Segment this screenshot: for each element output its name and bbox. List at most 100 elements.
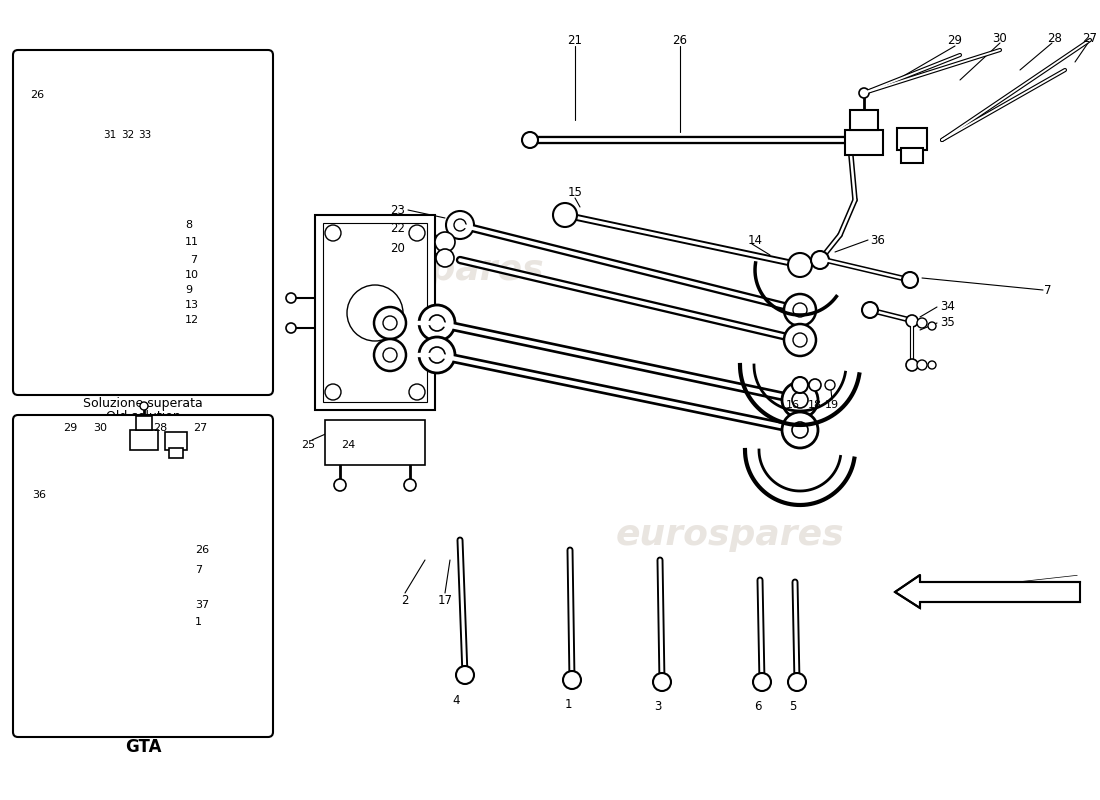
Text: 1: 1: [564, 698, 572, 711]
Bar: [901, 148, 923, 163]
Text: 34: 34: [940, 301, 955, 314]
Circle shape: [429, 315, 446, 331]
Text: 12: 12: [185, 315, 199, 325]
Bar: [315, 215, 434, 410]
Text: 2: 2: [402, 594, 409, 606]
Text: 14: 14: [748, 234, 762, 246]
Text: 25: 25: [301, 440, 315, 450]
Circle shape: [436, 249, 454, 267]
Circle shape: [429, 347, 446, 363]
Text: 36: 36: [32, 490, 46, 500]
Text: 1: 1: [195, 617, 202, 627]
Circle shape: [563, 671, 581, 689]
Circle shape: [94, 566, 106, 578]
Circle shape: [788, 253, 812, 277]
Circle shape: [906, 315, 918, 327]
Circle shape: [446, 211, 474, 239]
Bar: [165, 432, 187, 450]
Circle shape: [419, 337, 455, 373]
Text: 18: 18: [807, 400, 822, 410]
Circle shape: [792, 422, 808, 438]
Text: 30: 30: [992, 31, 1008, 45]
Circle shape: [793, 333, 807, 347]
Bar: [324, 420, 425, 465]
Text: 22: 22: [390, 222, 405, 234]
Text: 26: 26: [195, 545, 209, 555]
Circle shape: [928, 322, 936, 330]
Circle shape: [788, 673, 806, 691]
Circle shape: [825, 380, 835, 390]
Circle shape: [784, 324, 816, 356]
Text: Old solution: Old solution: [106, 410, 180, 423]
Circle shape: [65, 505, 75, 515]
Circle shape: [383, 316, 397, 330]
Circle shape: [70, 593, 90, 613]
Circle shape: [286, 293, 296, 303]
Text: 31: 31: [103, 130, 117, 140]
Text: 16: 16: [786, 400, 800, 410]
Bar: [169, 448, 183, 458]
Text: 26: 26: [672, 34, 688, 46]
Text: 30: 30: [94, 423, 107, 433]
Circle shape: [456, 666, 474, 684]
Text: 13: 13: [185, 300, 199, 310]
Text: 7: 7: [195, 565, 202, 575]
Circle shape: [94, 259, 106, 271]
Text: 24: 24: [341, 440, 355, 450]
Circle shape: [85, 300, 95, 310]
Circle shape: [553, 203, 578, 227]
Circle shape: [374, 307, 406, 339]
Circle shape: [101, 243, 116, 257]
Text: GTA: GTA: [124, 738, 162, 756]
Text: 28: 28: [1047, 31, 1063, 45]
Circle shape: [454, 219, 466, 231]
Text: 32: 32: [121, 130, 134, 140]
Circle shape: [928, 361, 936, 369]
Circle shape: [902, 272, 918, 288]
Circle shape: [70, 608, 90, 628]
Circle shape: [122, 146, 134, 158]
Circle shape: [404, 479, 416, 491]
Circle shape: [409, 384, 425, 400]
Circle shape: [434, 232, 455, 252]
Circle shape: [906, 359, 918, 371]
Text: 9: 9: [185, 285, 192, 295]
Text: 19: 19: [825, 400, 839, 410]
Text: 29: 29: [947, 34, 962, 46]
FancyBboxPatch shape: [13, 415, 273, 737]
Text: 21: 21: [568, 34, 583, 46]
Circle shape: [782, 412, 818, 448]
Text: 17: 17: [438, 594, 452, 606]
Circle shape: [793, 303, 807, 317]
Text: 29: 29: [63, 423, 77, 433]
Text: 4: 4: [452, 694, 460, 706]
Circle shape: [95, 275, 104, 285]
Circle shape: [286, 323, 296, 333]
Bar: [850, 110, 878, 130]
Circle shape: [784, 294, 816, 326]
Polygon shape: [895, 575, 1080, 608]
Circle shape: [85, 288, 95, 298]
Circle shape: [22, 446, 34, 458]
Text: 37: 37: [195, 600, 209, 610]
Text: 20: 20: [390, 242, 405, 254]
Circle shape: [409, 225, 425, 241]
Circle shape: [324, 225, 341, 241]
Text: eurospares: eurospares: [616, 518, 845, 552]
Text: 5: 5: [790, 701, 796, 714]
Text: 27: 27: [1082, 31, 1098, 45]
Bar: [845, 130, 883, 155]
Text: 7: 7: [1044, 283, 1052, 297]
Bar: [130, 430, 158, 450]
Circle shape: [33, 77, 43, 87]
Bar: [136, 416, 152, 430]
Text: 36: 36: [870, 234, 884, 246]
Text: 28: 28: [153, 423, 167, 433]
Circle shape: [140, 402, 148, 410]
Circle shape: [522, 132, 538, 148]
Circle shape: [862, 302, 878, 318]
Text: eurospares: eurospares: [316, 253, 544, 287]
Circle shape: [792, 377, 808, 393]
Circle shape: [147, 147, 157, 157]
Text: 15: 15: [568, 186, 582, 198]
